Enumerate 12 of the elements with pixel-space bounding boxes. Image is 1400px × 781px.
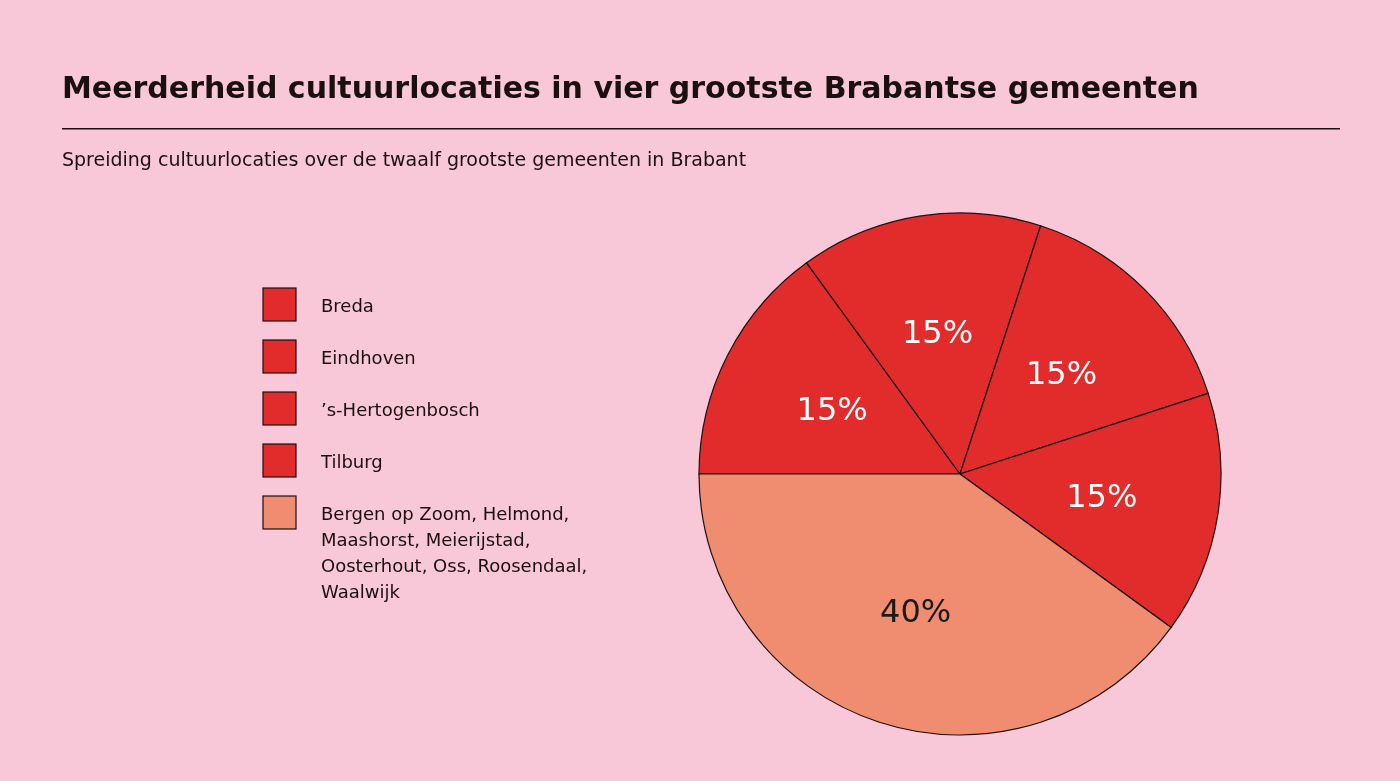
data-label: 40% xyxy=(880,591,952,630)
data-label: 15% xyxy=(796,389,868,428)
data-label: 15% xyxy=(1066,477,1138,516)
legend-label: ’s-Hertogenbosch xyxy=(321,399,480,421)
data-label: 15% xyxy=(1025,353,1098,392)
chart-subtitle: Spreiding cultuurlocaties over de twaalf grootste gemeenten in Brabant xyxy=(62,148,747,170)
data-label: 15% xyxy=(901,313,974,352)
legend-label: Breda xyxy=(321,295,374,317)
chart-title: Meerderheid cultuurlocaties in vier grootste Brabantse gemeenten xyxy=(62,70,1199,105)
legend-label: Tilburg xyxy=(320,451,383,473)
legend-label: Bergen op Zoom, Helmond, Maashorst, Meierijstad, Oosterhout, Oss, Roosendaal, Waalwijk xyxy=(321,503,588,603)
legend-label: Eindhoven xyxy=(321,347,416,369)
